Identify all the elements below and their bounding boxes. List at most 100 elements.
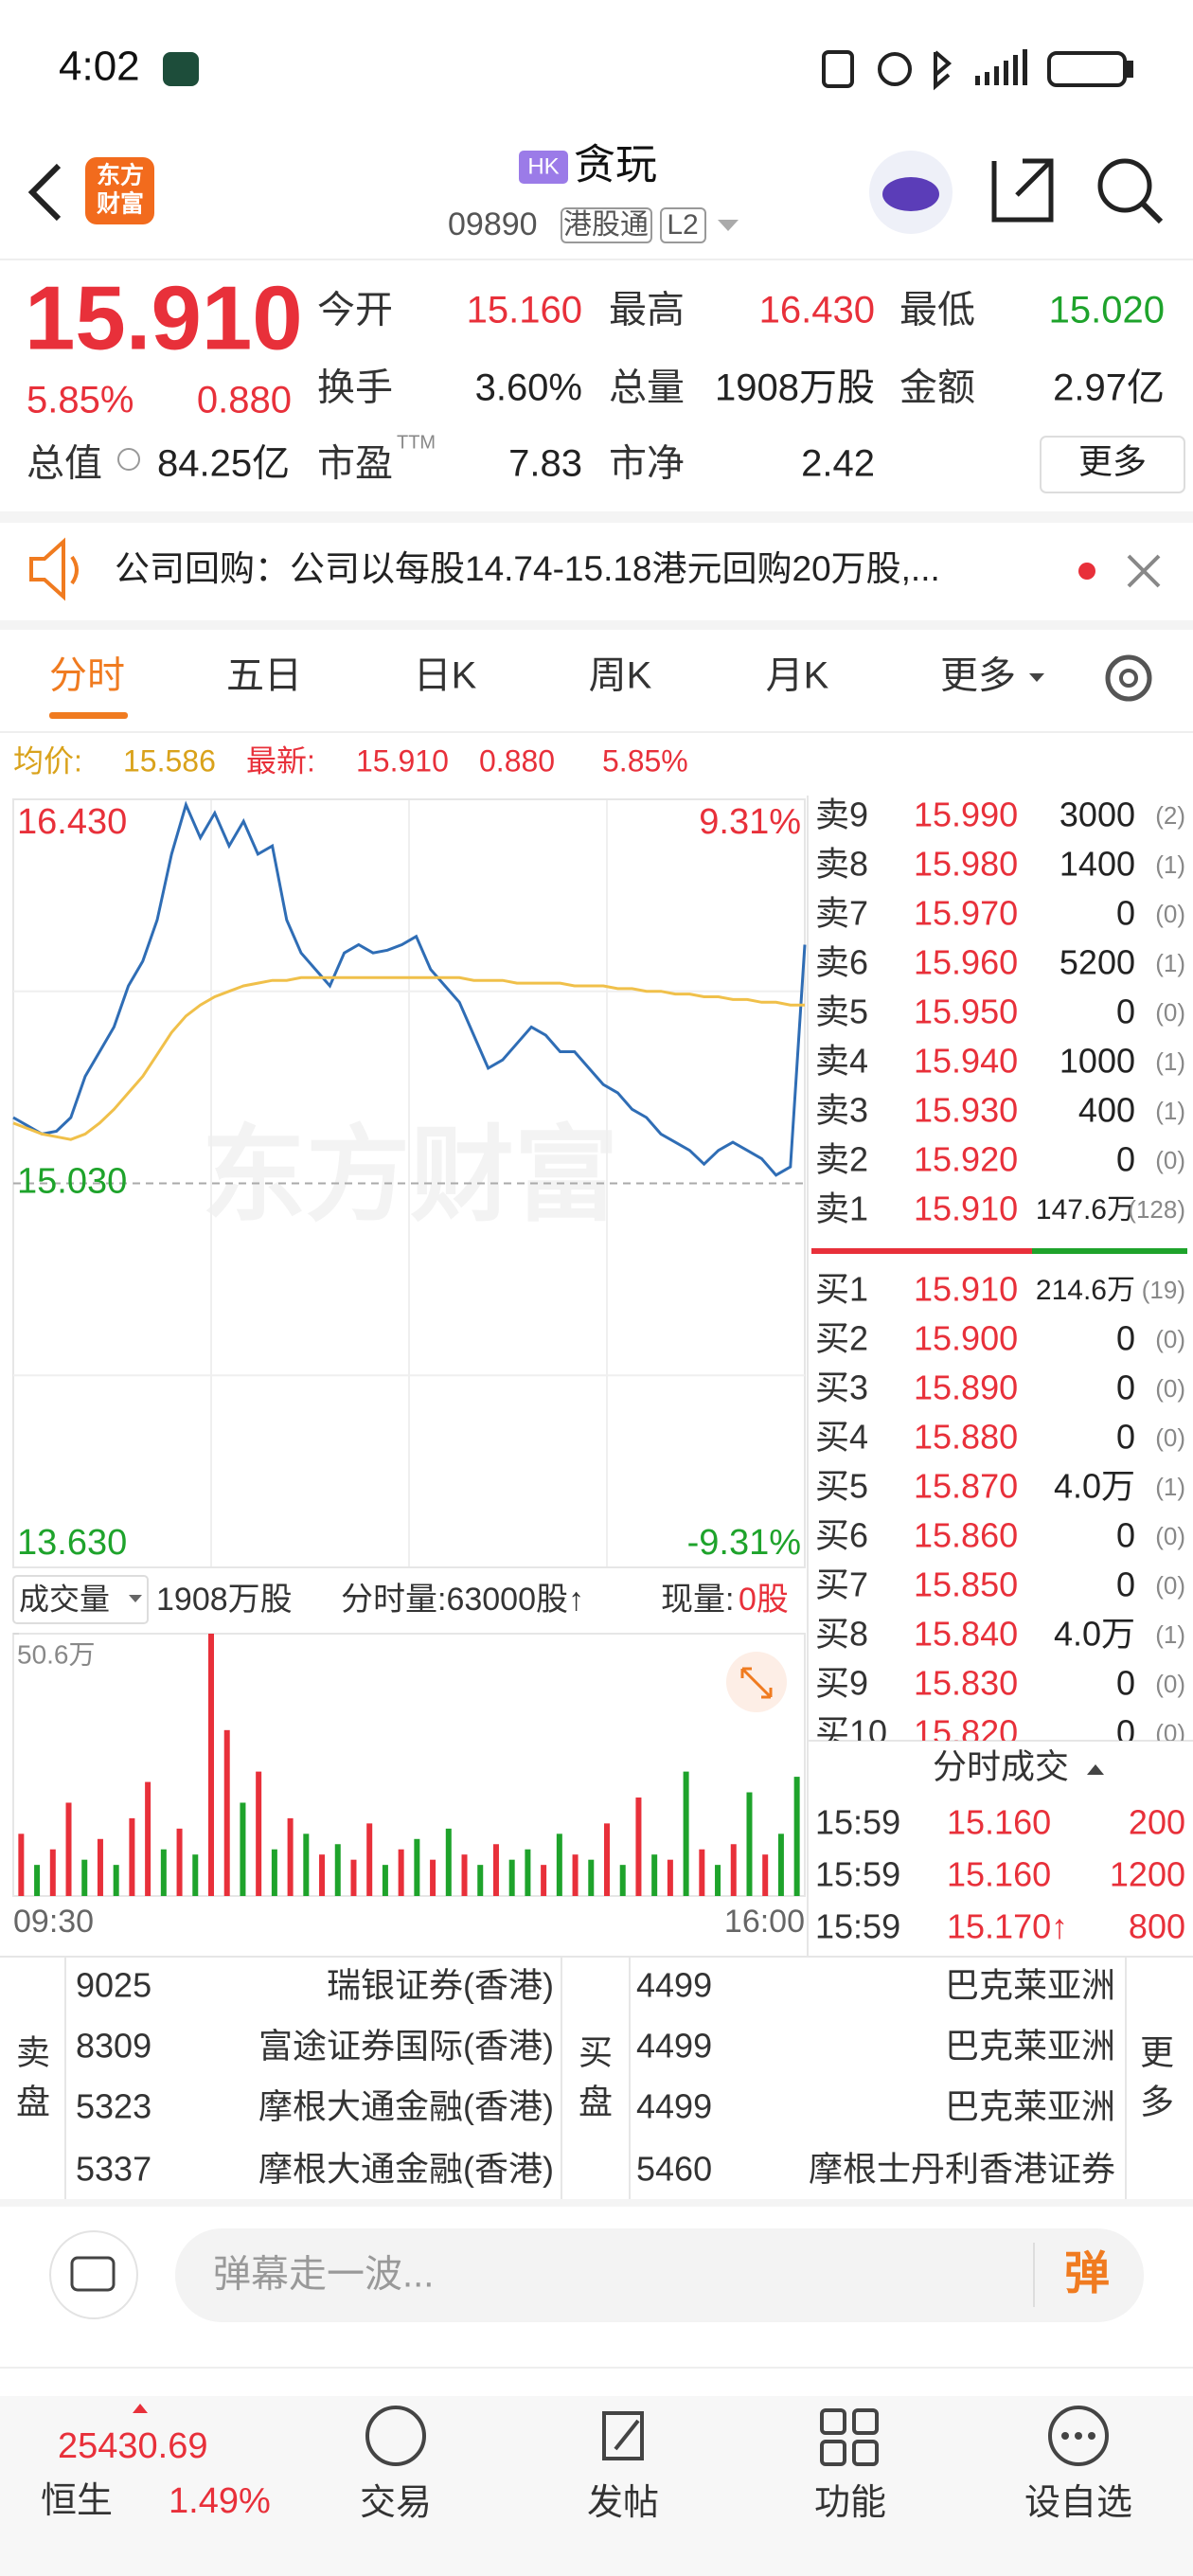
danmu-settings[interactable] — [49, 2230, 138, 2319]
trade-time: 15:59 — [815, 1803, 900, 1842]
nav-item[interactable]: 功能 — [814, 2483, 886, 2523]
broker-id: 4499 — [636, 1966, 712, 2005]
book-count: (0) — [1155, 1670, 1185, 1698]
nav-item[interactable]: 发帖 — [587, 2483, 659, 2523]
more-button-text[interactable]: 更多 — [1078, 442, 1147, 481]
tab[interactable]: 分时 — [49, 655, 125, 697]
field-value: 84.25亿 — [157, 443, 290, 485]
order-book: 卖9 15.990 3000 (2)卖8 15.980 1400 (1)卖7 15.970 0(… — [811, 796, 1187, 1741]
broker-id: 5337 — [76, 2150, 151, 2189]
book-count: (19) — [1142, 1276, 1185, 1304]
book-volume: 0 — [1116, 1368, 1135, 1407]
book-level: 卖7 — [815, 894, 868, 933]
book-count: (1) — [1155, 1047, 1185, 1076]
more-button[interactable] — [1040, 436, 1185, 493]
volume-bar — [492, 1844, 499, 1896]
status-time: 4:02 — [59, 44, 140, 90]
nav-item[interactable]: 设自选 — [1024, 2483, 1132, 2523]
dropdown-arrow[interactable] — [718, 220, 739, 231]
book-price: 15.910 — [914, 1190, 1018, 1228]
index-value: 25430.69 — [58, 2426, 208, 2466]
logo-text: 财富 — [97, 190, 144, 218]
stock-code: 09890 — [448, 206, 538, 242]
volume-bar — [271, 1849, 277, 1896]
book-count: (0) — [1155, 998, 1185, 1027]
book-count: (1) — [1155, 1473, 1185, 1501]
book-count: (1) — [1155, 850, 1185, 879]
field-sup: TTM — [397, 432, 436, 453]
tab[interactable]: 五日 — [226, 655, 302, 697]
trade-volume: 800 — [1129, 1907, 1185, 1946]
field-label: 今开 — [317, 290, 393, 331]
volume-bar — [541, 1865, 547, 1896]
book-count: (0) — [1155, 1423, 1185, 1452]
volume-bar — [350, 1859, 357, 1896]
volume-bar — [777, 1834, 784, 1896]
last-label: 最新: — [246, 743, 315, 778]
book-level: 卖5 — [815, 993, 868, 1031]
book-price: 15.960 — [914, 943, 1018, 982]
volume-selector[interactable] — [12, 1575, 149, 1624]
broker-id: 8309 — [76, 2027, 151, 2066]
x-label: 09:30 — [13, 1904, 94, 1940]
book-price: 15.910 — [914, 1270, 1018, 1309]
info-icon[interactable] — [117, 448, 140, 471]
field-label: 最高 — [609, 290, 685, 331]
settings-button[interactable] — [1105, 654, 1152, 702]
nav-item[interactable]: 交易 — [360, 2483, 432, 2523]
book-volume: 1000 — [1059, 1042, 1135, 1081]
broker-name: 巴克莱亚洲 — [945, 2027, 1115, 2066]
tab[interactable]: 月K — [766, 655, 829, 697]
book-price: 15.950 — [914, 993, 1018, 1031]
field-label: 最低 — [899, 290, 975, 331]
broker-side-label[interactable]: 更 — [1140, 2033, 1174, 2072]
notice-text[interactable]: 公司回购：公司以每股14.74-15.18港元回购20万股,... — [115, 549, 940, 588]
current-volume: 0股 — [739, 1582, 789, 1618]
tab[interactable]: 周K — [589, 655, 652, 697]
book-count: (1) — [1155, 949, 1185, 977]
book-volume: 400 — [1078, 1091, 1135, 1130]
book-level: 卖2 — [815, 1140, 868, 1179]
book-level: 买9 — [815, 1664, 868, 1703]
broker-name: 瑞银证券(香港) — [327, 1966, 554, 2005]
volume-bar — [683, 1771, 689, 1896]
trade-price: 15.160 — [947, 1803, 1051, 1842]
search-button[interactable] — [1097, 158, 1152, 213]
book-price: 15.920 — [914, 1140, 1018, 1179]
book-count: (128) — [1128, 1195, 1185, 1224]
comment-placeholder[interactable]: 弹幕走一波... — [213, 2254, 434, 2296]
tab[interactable]: 更多 — [940, 655, 1016, 697]
tab[interactable]: 日K — [414, 655, 477, 697]
field-label: 金额 — [899, 367, 975, 409]
stock-name: 贪玩 — [574, 142, 657, 188]
comment-input[interactable] — [175, 2228, 1144, 2322]
book-price: 15.870 — [914, 1467, 1018, 1506]
book-level: 买8 — [815, 1615, 868, 1654]
y-tick-label: 50.6万 — [17, 1639, 96, 1669]
book-level: 卖4 — [815, 1042, 868, 1081]
volume-selector-text[interactable]: 成交量 — [19, 1582, 110, 1616]
volume-bar — [667, 1859, 673, 1896]
book-price: 15.880 — [914, 1418, 1018, 1457]
volume-bar — [65, 1802, 72, 1896]
trades-toggle[interactable] — [1087, 1764, 1104, 1775]
close-notice[interactable] — [1127, 554, 1161, 588]
book-level: 买6 — [815, 1516, 868, 1555]
broker-name: 摩根士丹利香港证券 — [809, 2150, 1115, 2189]
broker-side-label[interactable]: 多 — [1140, 2083, 1174, 2121]
back-button[interactable] — [27, 163, 62, 222]
connect-badge — [561, 207, 652, 243]
field-label: 总量 — [609, 367, 685, 409]
index-change: 1.49% — [169, 2481, 271, 2521]
last-price: 15.910 — [25, 267, 303, 368]
book-count: (0) — [1155, 1571, 1185, 1600]
volume-bar — [793, 1777, 800, 1896]
book-level: 卖9 — [815, 796, 868, 834]
book-level: 买4 — [815, 1418, 868, 1457]
danmu-button[interactable]: 弹 — [1064, 2249, 1110, 2299]
logo[interactable] — [85, 157, 154, 224]
book-price: 15.850 — [914, 1565, 1018, 1604]
field-label: 换手 — [317, 367, 393, 409]
share-button[interactable] — [991, 158, 1054, 223]
book-price: 15.940 — [914, 1042, 1018, 1081]
